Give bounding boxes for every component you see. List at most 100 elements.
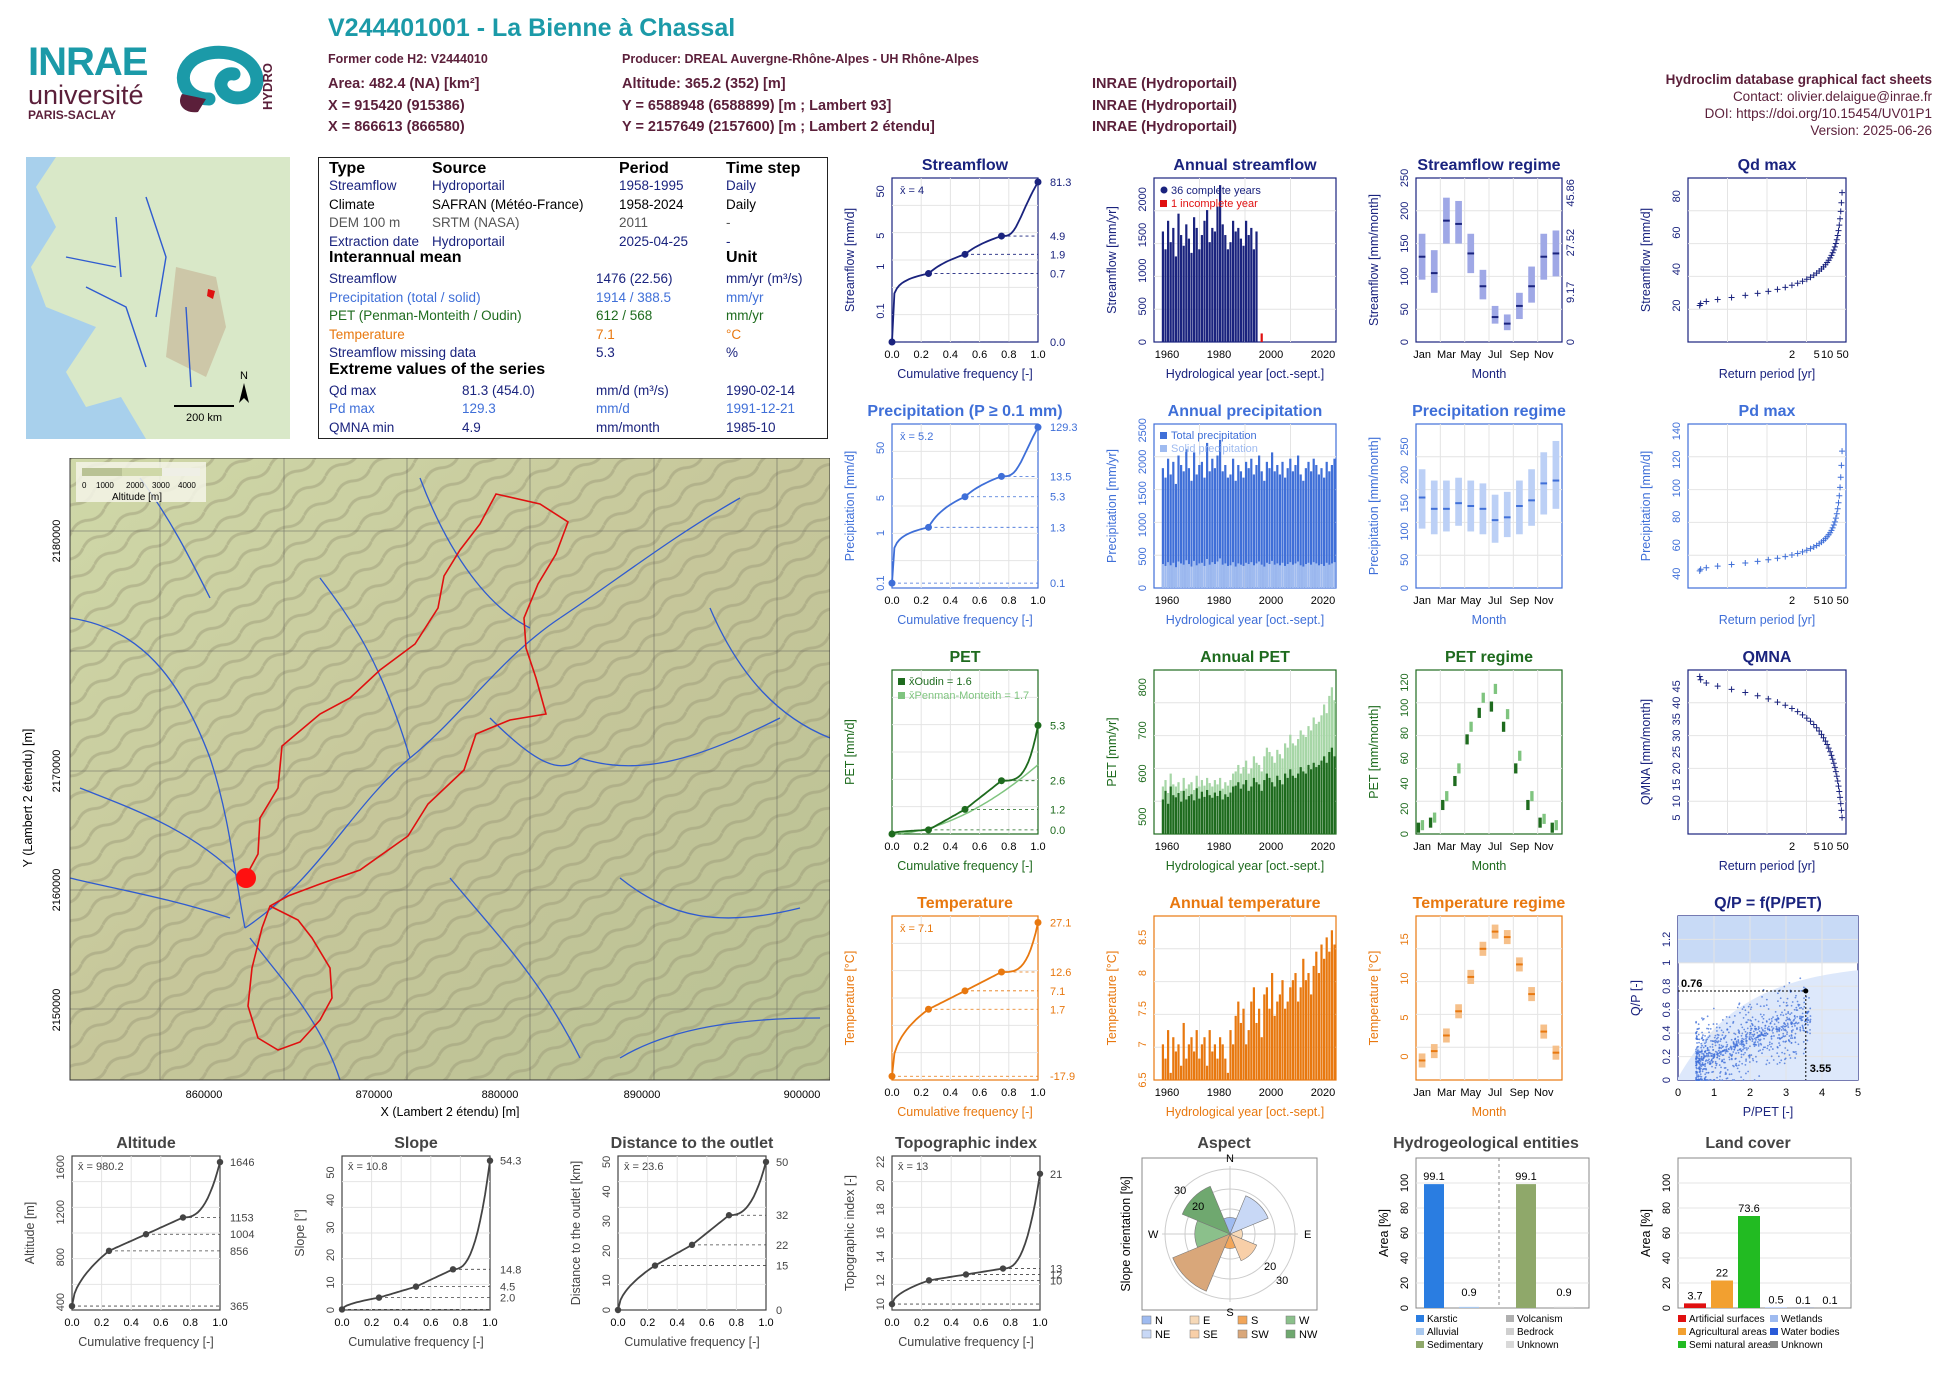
regime_pet-xtick-1: Mar bbox=[1437, 841, 1456, 853]
slope-xlabel: Cumulative frequency [-] bbox=[348, 1335, 483, 1349]
regime_p-box bbox=[1552, 440, 1560, 509]
regime_p-ytick-5: 250 bbox=[1399, 437, 1411, 455]
annual_p-bar-total bbox=[1291, 471, 1295, 588]
qp-scatter-point bbox=[1755, 1060, 1758, 1063]
qp-scatter-point bbox=[1809, 1028, 1811, 1031]
qmna-point bbox=[1833, 773, 1840, 780]
pet_fdc-series-line bbox=[891, 725, 1039, 835]
annual_pet-bar-oudin bbox=[1200, 791, 1204, 834]
annual_p-legend-swatch-1 bbox=[1160, 445, 1167, 452]
contact[interactable]: Contact: olivier.delaigue@inrae.fr bbox=[1732, 89, 1932, 104]
annual_pet-ytick-1: 600 bbox=[1137, 764, 1149, 782]
temp_fdc-plot-area bbox=[891, 915, 1039, 1081]
info-period-3: 2025-04-25 bbox=[619, 233, 689, 249]
annual_t-xlabel: Hydrological year [oct.-sept.] bbox=[1166, 1105, 1324, 1119]
annual_pet-bar-pm bbox=[1250, 768, 1253, 834]
qmna-point bbox=[1835, 783, 1842, 790]
annual_pet-bar-oudin bbox=[1281, 784, 1284, 834]
regime_p-box bbox=[1540, 452, 1548, 515]
qd_max-point bbox=[1703, 298, 1710, 305]
qp-scatter-point bbox=[1714, 1050, 1717, 1053]
pd_max-point bbox=[1820, 537, 1827, 544]
regime_p-xtick-4: Sep bbox=[1510, 595, 1530, 607]
annual_t-bar bbox=[1252, 987, 1256, 1080]
budyko-above-1-zone bbox=[1678, 916, 1858, 963]
hydrogeol-ytick-1: 20 bbox=[1399, 1277, 1411, 1289]
qp-scatter-point bbox=[1742, 1040, 1745, 1043]
hydrogeol-bar-1 bbox=[1459, 1306, 1479, 1308]
qp-scatter-point bbox=[1783, 1022, 1786, 1024]
topo-xtick-5: 1.0 bbox=[1032, 1317, 1047, 1329]
qp-scatter-point bbox=[1708, 1063, 1711, 1065]
qp-scatter-point bbox=[1764, 1046, 1766, 1049]
regime_q-xtick-4: Sep bbox=[1510, 349, 1530, 361]
qp-scatter-point bbox=[1767, 1008, 1770, 1010]
pd_max-point bbox=[1807, 545, 1814, 552]
slope-xtick-4: 0.8 bbox=[453, 1317, 468, 1329]
qmna-ytick-2: 15 bbox=[1671, 779, 1683, 791]
gauge-station-marker[interactable] bbox=[236, 868, 256, 888]
qp-scatter-point bbox=[1741, 1032, 1744, 1035]
qp-scatter-point bbox=[1698, 1038, 1701, 1041]
qp-scatter-point bbox=[1768, 1041, 1771, 1044]
qp-scatter-point bbox=[1737, 1041, 1740, 1044]
qp-scatter-point bbox=[1783, 1022, 1786, 1025]
annual_t-bar bbox=[1224, 1058, 1227, 1080]
slope-right-label-1: 14.8 bbox=[500, 1264, 521, 1276]
qp-scatter-point bbox=[1758, 1027, 1760, 1030]
qp-scatter-point bbox=[1695, 1079, 1698, 1081]
distance-title: Distance to the outlet bbox=[611, 1135, 774, 1152]
pet_fdc-right-label-0: 5.3 bbox=[1050, 720, 1065, 732]
precip_fdc-xtick-1: 0.2 bbox=[914, 595, 929, 607]
qp-scatter-point bbox=[1790, 1023, 1793, 1025]
mean-value-2: 612 / 568 bbox=[596, 308, 653, 323]
qp-scatter-point bbox=[1708, 1035, 1711, 1037]
qmna-point bbox=[1837, 794, 1844, 801]
qp-scatter-point bbox=[1699, 1060, 1702, 1063]
qp-scatter-point bbox=[1788, 1035, 1791, 1037]
qp-scatter-point bbox=[1695, 1036, 1698, 1039]
hydrogeol-panel-svg: Hydrogeological entities(BDLISA V3, 2022… bbox=[1377, 1135, 1590, 1351]
qp-scatter-point bbox=[1759, 1049, 1762, 1052]
qp-scatter-point bbox=[1740, 1039, 1743, 1042]
slope-ytick-1: 10 bbox=[325, 1276, 337, 1288]
info-step-3: - bbox=[726, 233, 731, 249]
annual_pet-bar-pm bbox=[1284, 743, 1287, 834]
qp-scatter-point bbox=[1734, 1033, 1737, 1036]
qp-scatter-point bbox=[1719, 1072, 1721, 1074]
source-2: INRAE (Hydroportail) bbox=[1092, 98, 1237, 114]
qp-scatter-point bbox=[1696, 1079, 1699, 1081]
qp-scatter-point bbox=[1723, 1067, 1726, 1069]
annual_t-bar bbox=[1325, 937, 1328, 1080]
qp-scatter-point bbox=[1772, 1016, 1774, 1018]
hydrogeol-legend-1: Alluvial bbox=[1427, 1327, 1459, 1338]
annual_p-bar-solid bbox=[1323, 565, 1326, 588]
regime_pet-ytick-2: 40 bbox=[1399, 777, 1411, 789]
annual_t-bar bbox=[1284, 1008, 1287, 1080]
annual_pet-bar-oudin bbox=[1263, 780, 1266, 834]
annual_p-bar-total bbox=[1330, 465, 1334, 588]
qp-scatter-point bbox=[1759, 1042, 1762, 1045]
qp-scatter-point bbox=[1716, 1033, 1719, 1036]
qd_max-point bbox=[1837, 215, 1844, 222]
annual_p-title: Annual precipitation bbox=[1168, 403, 1323, 420]
qp-scatter-point bbox=[1798, 1003, 1801, 1006]
annual_p-bar-solid bbox=[1193, 560, 1196, 588]
annual_p-bar-solid bbox=[1273, 564, 1276, 588]
aspect-dir-e: E bbox=[1304, 1229, 1311, 1241]
qd_max-ytick-1: 40 bbox=[1671, 263, 1683, 275]
qp-scatter-point bbox=[1760, 1031, 1763, 1034]
streamflow_fdc-right-label-0: 81.3 bbox=[1050, 177, 1071, 189]
qp-scatter-point bbox=[1695, 1048, 1697, 1051]
hydrogeol-legend-swatch-5 bbox=[1506, 1328, 1514, 1335]
qp-scatter-point bbox=[1723, 1037, 1726, 1040]
altitude-panel: Altitude Cumulative frequency [-] Altitude… bbox=[20, 1132, 265, 1357]
doi[interactable]: DOI: https://doi.org/10.15454/UV01P1 bbox=[1704, 106, 1932, 121]
qp-scatter-point bbox=[1734, 1064, 1737, 1067]
regime_p-xtick-1: Mar bbox=[1437, 595, 1456, 607]
qp-scatter-point bbox=[1738, 1030, 1741, 1033]
qp-scatter-point bbox=[1784, 1041, 1787, 1043]
qp-scatter-point bbox=[1695, 1062, 1697, 1064]
qp-scatter-point bbox=[1734, 1038, 1736, 1041]
qp-scatter-point bbox=[1709, 1063, 1712, 1066]
